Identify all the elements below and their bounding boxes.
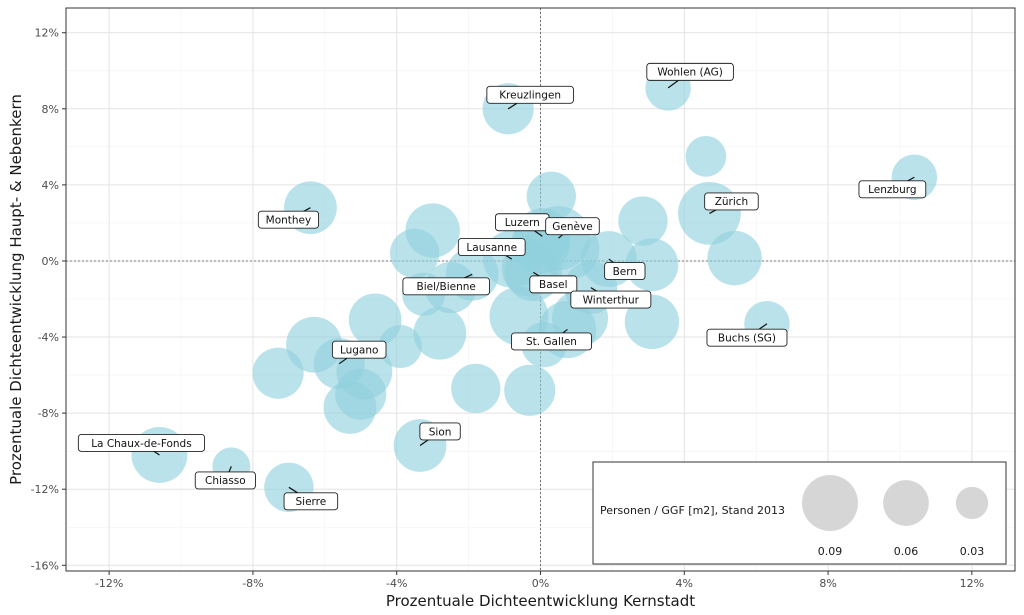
point-label: Buchs (SG) [706,323,788,347]
label-text: La Chaux-de-Fonds [91,438,192,450]
label-text: Lenzburg [868,184,916,196]
label-box [858,180,927,199]
data-point [451,363,501,414]
data-point [707,230,762,286]
legend-size-label: 0.06 [894,545,919,558]
point-label: Sion [419,422,461,446]
point-label: Lenzburg [858,176,927,199]
x-axis-title: Prozentuale Dichteentwicklung Kernstadt [386,592,695,610]
point-label: Chiasso [194,466,256,490]
x-tick-label: 0% [532,577,549,590]
point-label: Basel [529,271,578,294]
data-point [390,228,440,279]
point-label: Lugano [331,340,387,365]
label-text: Kreuzlingen [499,90,561,102]
label-box [194,471,256,490]
y-tick-label: -8% [38,407,59,420]
label-box [331,340,387,359]
x-tick-label: 8% [819,577,836,590]
y-tick-label: -12% [31,483,59,496]
y-tick-label: -16% [31,559,59,572]
point-labels: Wohlen (AG) Kreuzlingen Lenzburg Monthey Zür… [77,62,927,511]
y-axis-title: Prozentuale Dichteentwicklung Haupt- & N… [7,94,25,485]
label-text: Lugano [340,344,379,356]
data-point [504,364,556,416]
legend-box [592,461,1007,565]
legend-title: Personen / GGF [m2], Stand 2013 [600,504,785,517]
label-text: Wohlen (AG) [657,67,723,79]
label-text: Biel/Bienne [417,281,476,293]
data-point [685,135,727,177]
x-tick-label: -8% [242,577,263,590]
label-text: Monthey [266,215,312,227]
label-text: Basel [539,279,568,291]
label-text: Sion [429,426,452,438]
axis-ticks: -12% -8% -4% 0% 4% 8% 12% -16% -12% -8% -4% 0% 4% 8% 1… [31,27,985,590]
data-point [323,381,377,434]
data-point [678,182,741,245]
label-text: Sierre [296,496,327,508]
point-label: Lausanne [457,238,526,260]
label-box [570,290,652,309]
label-box [646,62,734,81]
label-text: Chiasso [205,475,246,487]
data-point [252,347,304,399]
point-label: Monthey [257,207,319,229]
x-tick-label: 12% [960,577,984,590]
point-label: Winterthur [570,287,652,309]
label-box [457,238,526,257]
x-tick-label: -4% [386,577,407,590]
data-point [413,306,467,360]
label-box [511,332,592,351]
size-legend: Personen / GGF [m2], Stand 2013 0.09 0.06… [592,461,1007,565]
point-label: Kreuzlingen [486,85,574,110]
legend-size-circle [883,480,929,526]
label-text: Bern [613,266,637,278]
label-box [704,192,759,211]
point-label: Wohlen (AG) [646,62,734,89]
label-box [604,262,646,281]
x-tick-label: 4% [676,577,693,590]
point-label: Sierre [283,486,339,511]
label-box [77,434,206,452]
y-tick-label: 12% [35,27,59,40]
label-text: Lausanne [466,242,517,254]
label-box [545,217,600,236]
label-text: Luzern [505,217,540,229]
legend-size-circle [802,475,858,531]
label-text: St. Gallen [526,336,577,348]
data-point [618,196,668,246]
label-text: Zürich [715,196,749,208]
legend-size-circle [955,486,989,520]
label-text: Buchs (SG) [718,333,776,345]
y-tick-label: 8% [42,103,59,116]
point-label: La Chaux-de-Fonds [77,434,206,456]
label-box [283,492,339,511]
label-box [529,275,578,294]
point-label: Luzern [495,213,550,237]
label-text: Winterthur [583,294,640,306]
label-text: Genève [552,221,592,233]
data-point [378,324,422,369]
label-box [257,210,319,229]
label-box [402,277,490,296]
legend-size-label: 0.09 [818,545,843,558]
y-tick-label: 4% [42,179,59,192]
point-label: St. Gallen [511,328,592,351]
point-label: Bern [604,258,646,281]
label-box [486,85,574,104]
y-tick-label: 0% [42,255,59,268]
point-label: Genève [545,217,600,239]
legend-size-label: 0.03 [960,545,985,558]
label-box [706,328,788,347]
label-box [419,422,461,441]
y-tick-label: -4% [38,331,59,344]
point-label: Zürich [704,192,759,214]
point-label: Biel/Bienne [402,273,490,296]
x-tick-label: -12% [95,577,123,590]
